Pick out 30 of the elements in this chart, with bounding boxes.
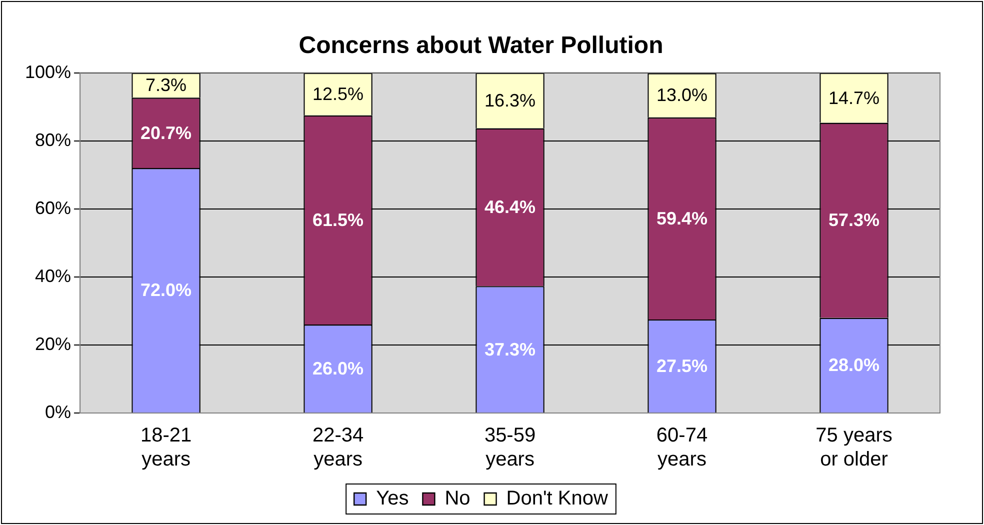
legend-label: Don't Know <box>506 488 608 510</box>
y-tick-label: 60% <box>35 198 72 218</box>
data-label: 16.3% <box>484 90 536 110</box>
y-tick-label: 20% <box>35 334 72 354</box>
y-tick-label: 0% <box>45 402 72 422</box>
data-label: 59.4% <box>656 208 708 228</box>
x-tick-label: 60-74 years <box>656 424 708 471</box>
legend-label: Yes <box>376 488 409 510</box>
data-label: 14.7% <box>828 88 880 108</box>
legend-label: No <box>444 488 470 510</box>
y-tick-label: 100% <box>24 62 72 82</box>
data-label: 37.3% <box>484 339 536 360</box>
data-label: 28.0% <box>828 355 880 376</box>
data-label: 20.7% <box>140 122 192 143</box>
data-label: 57.3% <box>828 210 880 230</box>
data-label: 27.5% <box>656 356 708 376</box>
chart-title: Concerns about Water Pollution <box>298 32 664 60</box>
data-label: 13.0% <box>656 85 708 106</box>
x-tick-label: 35-59 years <box>484 424 536 471</box>
data-label: 12.5% <box>312 84 364 104</box>
x-tick-label: 75 years or older <box>816 424 892 471</box>
data-label: 26.0% <box>312 358 364 378</box>
x-tick-label: 22-34 years <box>312 424 364 471</box>
x-tick-label: 18-21 years <box>140 424 192 471</box>
data-label: 7.3% <box>146 75 187 96</box>
data-label: 72.0% <box>140 280 192 300</box>
data-label: 46.4% <box>484 197 536 218</box>
data-label: 61.5% <box>312 210 364 230</box>
y-tick-label: 80% <box>35 130 72 150</box>
y-tick-label: 40% <box>35 266 72 286</box>
